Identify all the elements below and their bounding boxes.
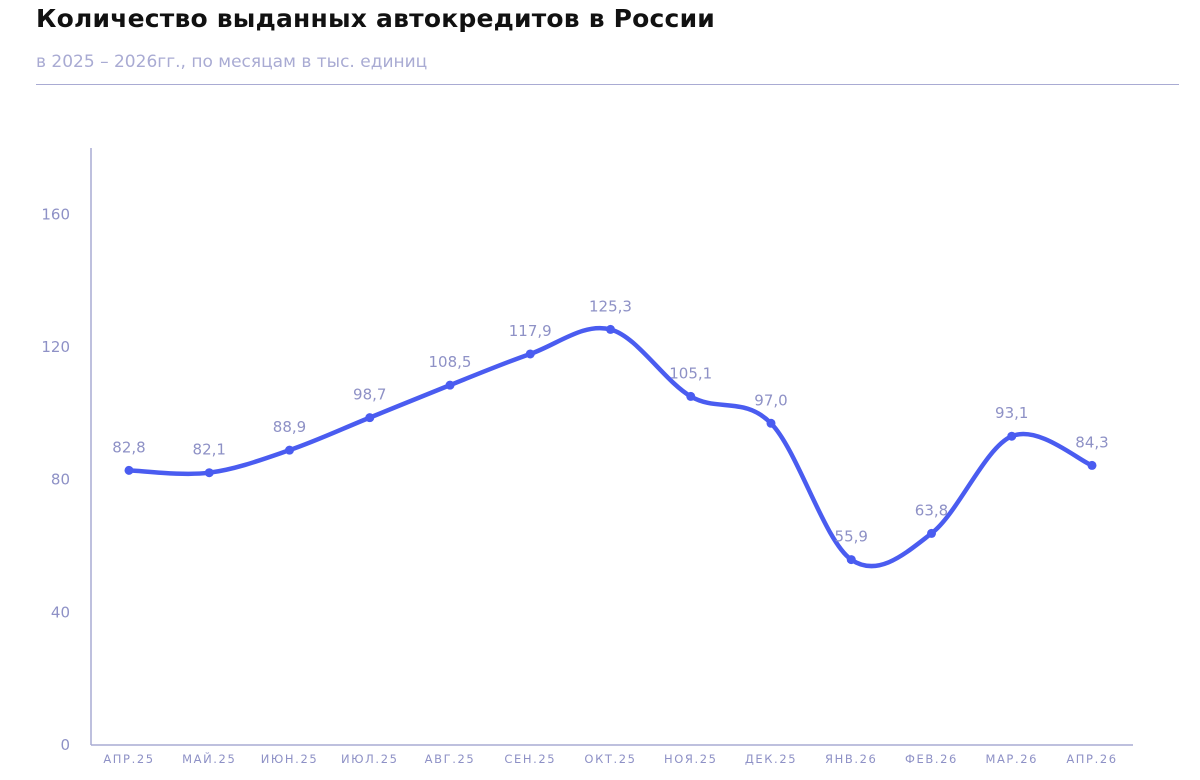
data-label: 97,0	[754, 391, 787, 409]
x-tick-label: ФЕВ.26	[905, 752, 958, 766]
chart-title: Количество выданных автокредитов в Росси…	[36, 4, 716, 33]
x-tick-label: МАР.26	[985, 752, 1038, 766]
data-point	[525, 349, 535, 359]
x-tick-label: ЯНВ.26	[825, 752, 877, 766]
x-axis-ticks: АПР.25 МАЙ.25 ИЮН.25 ИЮЛ.25 АВГ.25 СЕН.25 ОКТ.…	[103, 751, 1117, 766]
data-label: 108,5	[429, 353, 472, 371]
data-point	[846, 555, 856, 565]
y-tick-label: 120	[41, 338, 70, 356]
x-tick-label: ИЮЛ.25	[341, 752, 399, 766]
data-point	[285, 445, 294, 455]
data-label: 88,9	[273, 418, 306, 436]
data-label: 84,3	[1075, 433, 1108, 451]
x-tick-label: МАЙ.25	[182, 751, 236, 766]
x-tick-label: АПР.26	[1066, 752, 1117, 766]
data-point	[365, 413, 375, 423]
data-point	[686, 391, 696, 401]
data-label: 117,9	[509, 322, 552, 340]
data-label: 98,7	[353, 386, 386, 404]
y-tick-label: 40	[51, 603, 70, 621]
series-line	[126, 325, 1095, 569]
data-label: 125,3	[589, 297, 632, 315]
data-point	[445, 380, 455, 390]
data-point	[927, 528, 936, 538]
data-point	[766, 418, 776, 428]
chart-subtitle: в 2025 – 2026гг., по месяцам в тыс. един…	[36, 52, 428, 72]
header-divider	[36, 84, 1179, 85]
x-tick-label: АВГ.25	[425, 752, 476, 766]
data-label: 82,8	[112, 438, 145, 456]
y-axis-ticks: 0 40 80 120 160	[41, 205, 70, 754]
data-label: 63,8	[915, 501, 948, 519]
data-labels: 82,8 82,1 88,9 98,7 108,5 117,9 125,3 105,1 97,0…	[112, 297, 1108, 545]
x-tick-label: ДЕК.25	[745, 752, 797, 766]
data-point	[1007, 431, 1017, 441]
y-tick-label: 80	[51, 471, 70, 489]
x-tick-label: НОЯ.25	[664, 752, 718, 766]
x-tick-label: СЕН.25	[504, 752, 556, 766]
data-label: 55,9	[835, 528, 868, 546]
y-tick-label: 160	[41, 205, 70, 223]
data-label: 105,1	[669, 364, 712, 382]
data-label: 82,1	[193, 441, 226, 459]
x-tick-label: АПР.25	[103, 752, 154, 766]
x-tick-label: ИЮН.25	[261, 752, 319, 766]
data-point	[1087, 460, 1097, 470]
data-point	[606, 324, 615, 334]
data-point	[124, 465, 134, 475]
data-point	[204, 468, 214, 478]
x-tick-label: ОКТ.25	[584, 752, 636, 766]
data-points	[124, 324, 1097, 565]
y-tick-label: 0	[60, 736, 70, 754]
data-label: 93,1	[995, 404, 1028, 422]
